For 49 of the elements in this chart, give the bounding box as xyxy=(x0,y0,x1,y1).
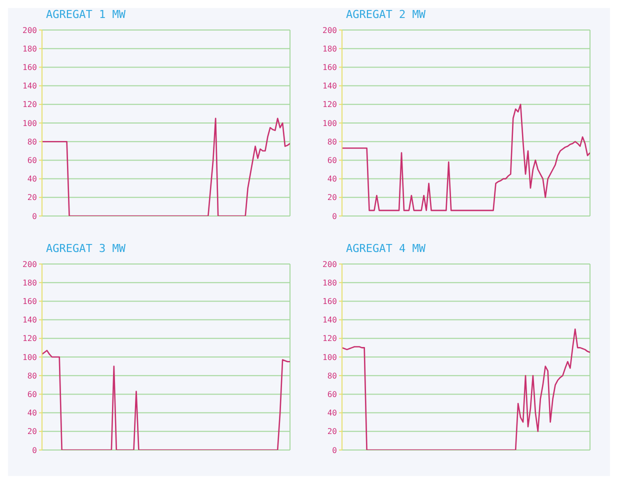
y-tick-label: 60 xyxy=(327,390,338,400)
chart-title: AGREGAT 2 MW xyxy=(345,8,426,23)
y-tick-label: 100 xyxy=(322,352,338,362)
y-tick-label: 160 xyxy=(22,63,38,72)
y-tick-label: 0 xyxy=(32,446,38,455)
y-tick-label: 180 xyxy=(322,44,338,54)
y-tick-label: 40 xyxy=(327,408,338,418)
y-tick-label: 140 xyxy=(322,82,338,91)
y-tick-label: 20 xyxy=(327,193,338,202)
chart-title: AGREGAT 4 MW xyxy=(345,242,426,257)
y-tick-label: 200 xyxy=(322,260,338,269)
y-tick-label: 200 xyxy=(22,26,38,35)
y-tick-label: 20 xyxy=(27,427,38,436)
y-tick-label: 80 xyxy=(327,137,338,146)
y-tick-label: 80 xyxy=(27,137,38,146)
y-tick-label: 60 xyxy=(327,156,338,166)
y-tick-label: 180 xyxy=(322,278,338,288)
y-tick-label: 0 xyxy=(32,212,38,221)
chart-title: AGREGAT 3 MW xyxy=(45,242,126,257)
y-tick-label: 20 xyxy=(27,193,38,202)
y-tick-label: 40 xyxy=(27,174,38,184)
y-tick-label: 60 xyxy=(27,156,38,166)
y-tick-label: 120 xyxy=(322,334,338,344)
y-tick-label: 180 xyxy=(22,44,38,54)
y-tick-label: 80 xyxy=(27,371,38,380)
y-tick-label: 140 xyxy=(22,82,38,91)
y-tick-label: 40 xyxy=(327,174,338,184)
y-tick-label: 100 xyxy=(22,352,38,362)
y-tick-label: 160 xyxy=(322,63,338,72)
y-tick-label: 160 xyxy=(22,297,38,306)
y-tick-label: 120 xyxy=(322,100,338,110)
y-tick-label: 80 xyxy=(327,371,338,380)
y-tick-label: 40 xyxy=(27,408,38,418)
line-series xyxy=(342,104,590,212)
y-tick-label: 20 xyxy=(327,427,338,436)
y-tick-label: 0 xyxy=(332,446,338,455)
y-tick-label: 160 xyxy=(322,297,338,306)
y-tick-label: 140 xyxy=(322,316,338,325)
y-tick-label: 120 xyxy=(22,334,38,344)
y-tick-label: 100 xyxy=(22,118,38,128)
y-tick-label: 200 xyxy=(322,26,338,35)
y-tick-label: 60 xyxy=(27,390,38,400)
y-tick-label: 120 xyxy=(22,100,38,110)
y-tick-label: 200 xyxy=(22,260,38,269)
y-tick-label: 180 xyxy=(22,278,38,288)
y-tick-label: 100 xyxy=(322,118,338,128)
y-tick-label: 140 xyxy=(22,316,38,325)
y-tick-label: 0 xyxy=(332,212,338,221)
chart-title: AGREGAT 1 MW xyxy=(45,8,126,23)
